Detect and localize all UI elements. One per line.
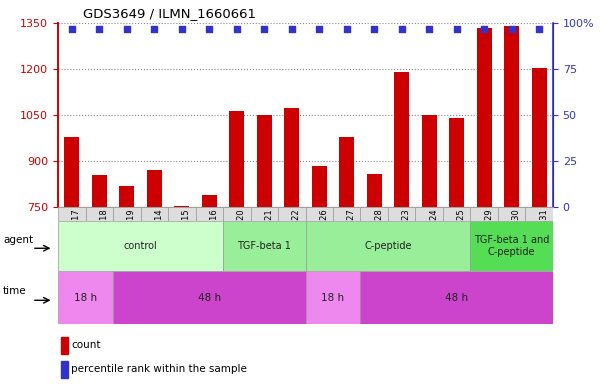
Text: TGF-beta 1: TGF-beta 1 bbox=[237, 241, 291, 251]
Bar bbox=[504, 26, 519, 207]
Text: GSM507419: GSM507419 bbox=[127, 209, 136, 259]
Bar bbox=[64, 137, 79, 207]
Text: GSM507420: GSM507420 bbox=[237, 209, 246, 259]
Text: 18 h: 18 h bbox=[74, 293, 97, 303]
Text: GSM507430: GSM507430 bbox=[512, 209, 521, 259]
Point bbox=[507, 25, 517, 31]
Bar bbox=[229, 111, 244, 207]
Text: agent: agent bbox=[3, 235, 33, 245]
Bar bbox=[174, 206, 189, 207]
Bar bbox=[223, 207, 251, 221]
Text: 48 h: 48 h bbox=[445, 293, 468, 303]
Bar bbox=[168, 207, 196, 221]
Bar bbox=[61, 361, 68, 378]
Text: GSM507414: GSM507414 bbox=[154, 209, 163, 259]
Point bbox=[259, 25, 269, 31]
Point bbox=[424, 25, 434, 31]
Text: GSM507427: GSM507427 bbox=[347, 209, 356, 259]
Bar bbox=[333, 207, 360, 221]
Point bbox=[369, 25, 379, 31]
Bar bbox=[306, 221, 470, 271]
Bar bbox=[394, 72, 409, 207]
Bar bbox=[449, 118, 464, 207]
Bar bbox=[202, 195, 217, 207]
Point bbox=[315, 25, 324, 31]
Bar bbox=[498, 207, 525, 221]
Point bbox=[204, 25, 214, 31]
Text: C-peptide: C-peptide bbox=[364, 241, 412, 251]
Bar bbox=[470, 221, 553, 271]
Bar bbox=[223, 221, 306, 271]
Text: 48 h: 48 h bbox=[198, 293, 221, 303]
Point bbox=[67, 25, 77, 31]
Text: GSM507431: GSM507431 bbox=[540, 209, 548, 259]
Bar bbox=[525, 207, 553, 221]
Bar bbox=[422, 115, 437, 207]
Bar bbox=[251, 207, 278, 221]
Point bbox=[480, 25, 489, 31]
Bar bbox=[141, 207, 168, 221]
Point bbox=[122, 25, 132, 31]
Point bbox=[232, 25, 242, 31]
Text: GSM507416: GSM507416 bbox=[209, 209, 218, 259]
Bar bbox=[58, 221, 223, 271]
Point bbox=[149, 25, 159, 31]
Bar bbox=[443, 207, 470, 221]
Point bbox=[342, 25, 352, 31]
Bar bbox=[119, 186, 134, 207]
Bar bbox=[278, 207, 306, 221]
Text: TGF-beta 1 and
C-peptide: TGF-beta 1 and C-peptide bbox=[474, 235, 549, 257]
Text: GSM507422: GSM507422 bbox=[292, 209, 301, 259]
Point bbox=[95, 25, 104, 31]
Bar bbox=[388, 207, 415, 221]
Text: GSM507423: GSM507423 bbox=[402, 209, 411, 259]
Bar bbox=[58, 271, 113, 324]
Bar bbox=[284, 108, 299, 207]
Bar bbox=[113, 271, 306, 324]
Bar bbox=[360, 271, 553, 324]
Bar bbox=[61, 337, 68, 354]
Point bbox=[287, 25, 297, 31]
Text: GSM507428: GSM507428 bbox=[374, 209, 383, 259]
Bar bbox=[360, 207, 388, 221]
Bar bbox=[113, 207, 141, 221]
Text: GSM507415: GSM507415 bbox=[182, 209, 191, 259]
Bar bbox=[532, 68, 547, 207]
Text: GSM507424: GSM507424 bbox=[429, 209, 438, 259]
Bar bbox=[58, 207, 86, 221]
Text: GSM507426: GSM507426 bbox=[320, 209, 328, 259]
Point bbox=[534, 25, 544, 31]
Bar bbox=[92, 175, 107, 207]
Text: GSM507425: GSM507425 bbox=[457, 209, 466, 259]
Text: GSM507418: GSM507418 bbox=[100, 209, 108, 259]
Bar bbox=[339, 137, 354, 207]
Text: GSM507429: GSM507429 bbox=[485, 209, 493, 259]
Point bbox=[452, 25, 462, 31]
Bar bbox=[86, 207, 113, 221]
Bar bbox=[477, 28, 492, 207]
Bar bbox=[147, 170, 162, 207]
Bar bbox=[196, 207, 223, 221]
Text: GSM507417: GSM507417 bbox=[72, 209, 81, 259]
Text: 18 h: 18 h bbox=[321, 293, 345, 303]
Text: percentile rank within the sample: percentile rank within the sample bbox=[71, 364, 247, 374]
Bar bbox=[306, 207, 333, 221]
Text: control: control bbox=[123, 241, 158, 251]
Bar bbox=[367, 174, 382, 207]
Bar bbox=[312, 166, 327, 207]
Bar bbox=[470, 207, 498, 221]
Bar bbox=[306, 271, 360, 324]
Text: count: count bbox=[71, 340, 101, 350]
Bar bbox=[415, 207, 443, 221]
Point bbox=[177, 25, 187, 31]
Point bbox=[397, 25, 407, 31]
Text: GSM507421: GSM507421 bbox=[264, 209, 273, 259]
Text: GDS3649 / ILMN_1660661: GDS3649 / ILMN_1660661 bbox=[83, 7, 256, 20]
Text: time: time bbox=[3, 286, 26, 296]
Bar bbox=[257, 115, 272, 207]
